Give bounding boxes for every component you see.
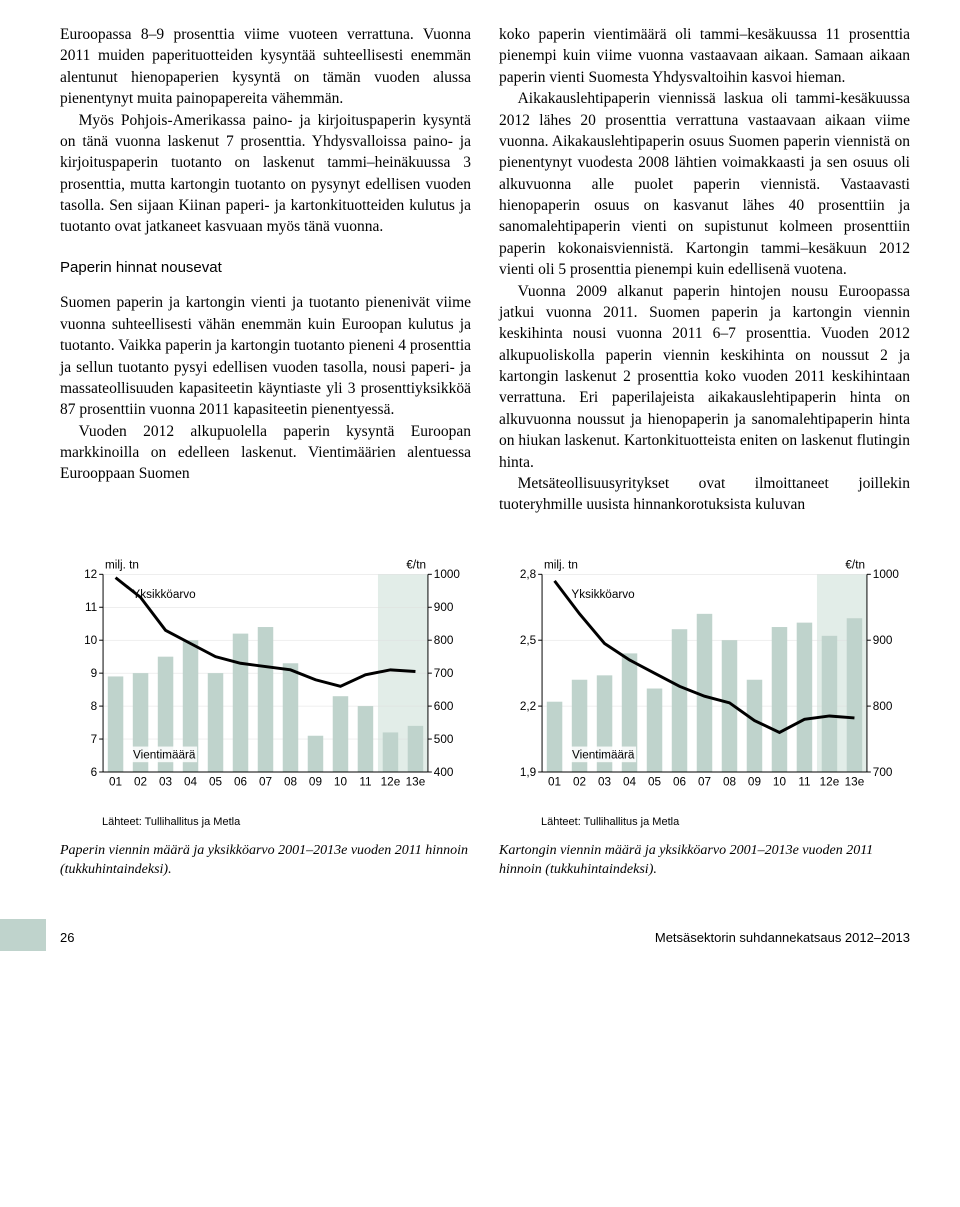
svg-text:03: 03 [159, 775, 173, 788]
svg-text:900: 900 [873, 634, 893, 647]
svg-text:milj. tn: milj. tn [105, 558, 139, 571]
svg-text:04: 04 [623, 775, 637, 788]
subheading: Paperin hinnat nousevat [60, 258, 471, 279]
svg-text:2,2: 2,2 [520, 700, 536, 713]
svg-text:milj. tn: milj. tn [544, 558, 578, 571]
svg-text:06: 06 [673, 775, 687, 788]
svg-text:9: 9 [91, 667, 98, 680]
svg-text:7: 7 [91, 733, 98, 746]
svg-text:11: 11 [359, 775, 371, 788]
svg-text:03: 03 [598, 775, 612, 788]
svg-text:13e: 13e [845, 775, 865, 788]
svg-text:500: 500 [434, 733, 454, 746]
svg-text:800: 800 [873, 700, 893, 713]
chart-paper: 6 7 8 9 10 11 12 400 500 600 700 800 900 1000 01 02 03 04… [60, 550, 471, 880]
svg-text:06: 06 [234, 775, 248, 788]
svg-text:2,8: 2,8 [520, 568, 537, 581]
svg-text:05: 05 [648, 775, 662, 788]
svg-text:Vientimäärä: Vientimäärä [572, 748, 635, 761]
left-column: Euroopassa 8–9 prosenttia viime vuoteen … [60, 24, 471, 516]
svg-text:2,5: 2,5 [520, 634, 537, 647]
svg-text:02: 02 [573, 775, 586, 788]
para: koko paperin vientimäärä oli tammi–kesäk… [499, 24, 910, 88]
svg-text:Yksikköarvo: Yksikköarvo [132, 587, 196, 600]
svg-text:10: 10 [84, 634, 98, 647]
page-number: 26 [60, 930, 74, 951]
svg-text:09: 09 [309, 775, 322, 788]
para: Myös Pohjois-Amerikassa paino- ja kirjoi… [60, 110, 471, 238]
footer-tab [0, 919, 46, 951]
page-footer: 26 Metsäsektorin suhdannekatsaus 2012–20… [0, 919, 960, 965]
svg-text:1000: 1000 [434, 568, 461, 581]
svg-text:08: 08 [284, 775, 298, 788]
svg-text:€/tn: €/tn [406, 558, 426, 571]
svg-text:600: 600 [434, 700, 454, 713]
svg-text:01: 01 [548, 775, 561, 788]
svg-text:700: 700 [434, 667, 454, 680]
right-column: koko paperin vientimäärä oli tammi–kesäk… [499, 24, 910, 516]
para: Euroopassa 8–9 prosenttia viime vuoteen … [60, 24, 471, 110]
para: Metsäteollisuusyritykset ovat ilmoittane… [499, 473, 910, 516]
chart-cardboard: 1,9 2,2 2,5 2,8 700 800 900 1000 01 02 03 04 05 06 07 0… [499, 550, 910, 880]
svg-text:1000: 1000 [873, 568, 900, 581]
svg-text:01: 01 [109, 775, 122, 788]
svg-text:12e: 12e [820, 775, 840, 788]
svg-text:09: 09 [748, 775, 761, 788]
svg-text:08: 08 [723, 775, 737, 788]
chart-caption: Paperin viennin määrä ja yksikköarvo 200… [60, 842, 471, 880]
svg-text:07: 07 [259, 775, 272, 788]
svg-text:02: 02 [134, 775, 147, 788]
svg-text:400: 400 [434, 766, 454, 779]
svg-text:11: 11 [85, 601, 97, 614]
para: Aikakauslehtipaperin viennissä laskua ol… [499, 88, 910, 280]
svg-text:Yksikköarvo: Yksikköarvo [571, 587, 635, 600]
footer-title: Metsäsektorin suhdannekatsaus 2012–2013 [655, 930, 910, 951]
svg-text:10: 10 [334, 775, 348, 788]
svg-text:6: 6 [91, 766, 98, 779]
svg-text:12: 12 [84, 568, 97, 581]
chart-caption: Kartongin viennin määrä ja yksikköarvo 2… [499, 842, 910, 880]
svg-text:10: 10 [773, 775, 787, 788]
svg-text:07: 07 [698, 775, 711, 788]
para: Suomen paperin ja kartongin vienti ja tu… [60, 292, 471, 420]
svg-text:11: 11 [798, 775, 810, 788]
svg-text:800: 800 [434, 634, 454, 647]
svg-text:8: 8 [91, 700, 98, 713]
svg-text:Vientimäärä: Vientimäärä [133, 748, 196, 761]
svg-text:900: 900 [434, 601, 454, 614]
svg-text:1,9: 1,9 [520, 766, 536, 779]
svg-text:12e: 12e [381, 775, 401, 788]
para: Vuonna 2009 alkanut paperin hintojen nou… [499, 281, 910, 473]
svg-text:04: 04 [184, 775, 198, 788]
chart-source: Lähteet: Tullihallitus ja Metla [102, 816, 471, 828]
chart-source: Lähteet: Tullihallitus ja Metla [541, 816, 910, 828]
svg-text:13e: 13e [406, 775, 426, 788]
svg-text:05: 05 [209, 775, 223, 788]
svg-text:700: 700 [873, 766, 893, 779]
para: Vuoden 2012 alkupuolella paperin kysyntä… [60, 421, 471, 485]
svg-text:€/tn: €/tn [845, 558, 865, 571]
